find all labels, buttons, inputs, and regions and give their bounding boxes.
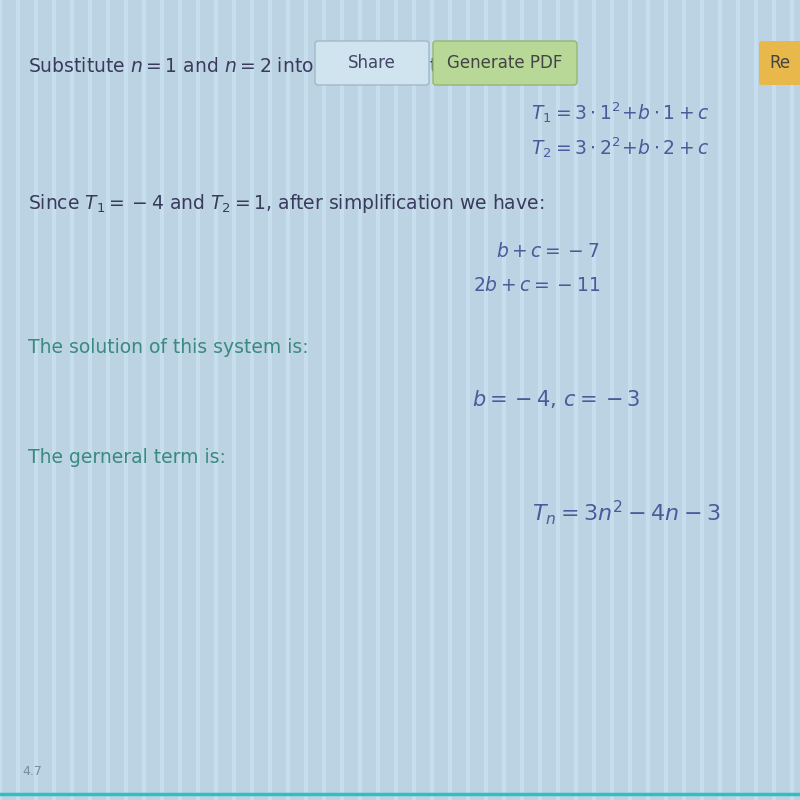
Text: 4.7: 4.7 [22,765,42,778]
Text: The gerneral term is:: The gerneral term is: [28,448,226,467]
FancyBboxPatch shape [759,41,800,85]
Text: $T_n = 3n^2-4n-3$: $T_n = 3n^2-4n-3$ [532,498,720,527]
Text: $b=-4,\, c=-3$: $b=-4,\, c=-3$ [472,388,640,410]
Text: Re: Re [770,54,790,72]
FancyBboxPatch shape [315,41,429,85]
Text: Generate PDF: Generate PDF [447,54,562,72]
Text: Substitute $n = 1$ and $n = 2$ into above equation:: Substitute $n = 1$ and $n = 2$ into abov… [28,55,471,78]
Text: $T_2 = 3 \cdot 2^2\!+\!b\cdot 2+c$: $T_2 = 3 \cdot 2^2\!+\!b\cdot 2+c$ [531,135,710,160]
Text: Since $T_1 = -4$ and $T_2 = 1$, after simplification we have:: Since $T_1 = -4$ and $T_2 = 1$, after si… [28,192,544,215]
FancyBboxPatch shape [433,41,577,85]
Text: $T_1 = 3 \cdot 1^2\!+\!b\cdot 1+c$: $T_1 = 3 \cdot 1^2\!+\!b\cdot 1+c$ [531,100,710,125]
Text: Share: Share [348,54,396,72]
Text: $2b+c=-11$: $2b+c=-11$ [473,276,600,295]
Text: The solution of this system is:: The solution of this system is: [28,338,309,357]
Text: $b+c=-7$: $b+c=-7$ [497,242,600,261]
